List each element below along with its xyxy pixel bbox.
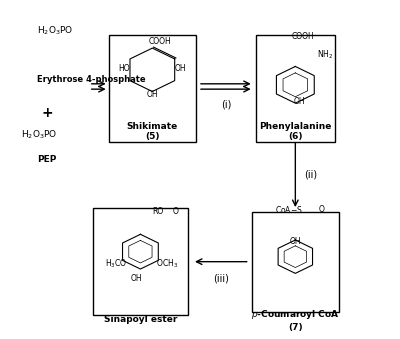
Text: (ii): (ii) bbox=[304, 170, 317, 180]
Text: Sinapoyl ester: Sinapoyl ester bbox=[104, 315, 177, 324]
Text: PEP: PEP bbox=[37, 155, 56, 164]
Text: (iii): (iii) bbox=[213, 273, 228, 283]
Text: $\mathrm{H_2O_3PO}$: $\mathrm{H_2O_3PO}$ bbox=[21, 128, 58, 141]
Bar bbox=[109, 35, 196, 142]
Text: +: + bbox=[41, 106, 53, 120]
Bar bbox=[252, 212, 339, 312]
Text: HO: HO bbox=[119, 64, 130, 73]
Text: OH: OH bbox=[131, 274, 142, 283]
Text: Phenylalanine
(6): Phenylalanine (6) bbox=[259, 121, 332, 141]
Bar bbox=[256, 35, 335, 142]
Text: $\mathrm{NH_2}$: $\mathrm{NH_2}$ bbox=[317, 48, 334, 61]
Text: O: O bbox=[318, 205, 324, 215]
Text: OH: OH bbox=[174, 64, 186, 73]
Text: OH: OH bbox=[146, 90, 158, 99]
Text: RO: RO bbox=[152, 207, 164, 216]
Text: $\mathrm{H_2O_3PO}$: $\mathrm{H_2O_3PO}$ bbox=[37, 25, 74, 37]
Text: $\mathrm{H_3CO}$: $\mathrm{H_3CO}$ bbox=[105, 257, 127, 270]
Text: (i): (i) bbox=[221, 100, 231, 110]
Bar bbox=[93, 208, 188, 315]
Text: OH: OH bbox=[290, 237, 301, 246]
Text: $\mathrm{OCH_3}$: $\mathrm{OCH_3}$ bbox=[156, 257, 178, 270]
Text: O: O bbox=[172, 207, 178, 216]
Text: COOH: COOH bbox=[292, 32, 315, 41]
Text: COOH: COOH bbox=[149, 37, 172, 46]
Text: CoA$-$S: CoA$-$S bbox=[276, 204, 304, 216]
Text: Shikimate
(5): Shikimate (5) bbox=[127, 121, 178, 141]
Text: $p$-Coumaroyl CoA
(7): $p$-Coumaroyl CoA (7) bbox=[251, 308, 340, 332]
Text: Erythrose 4-phosphate: Erythrose 4-phosphate bbox=[37, 75, 146, 84]
Text: OH: OH bbox=[294, 97, 305, 106]
